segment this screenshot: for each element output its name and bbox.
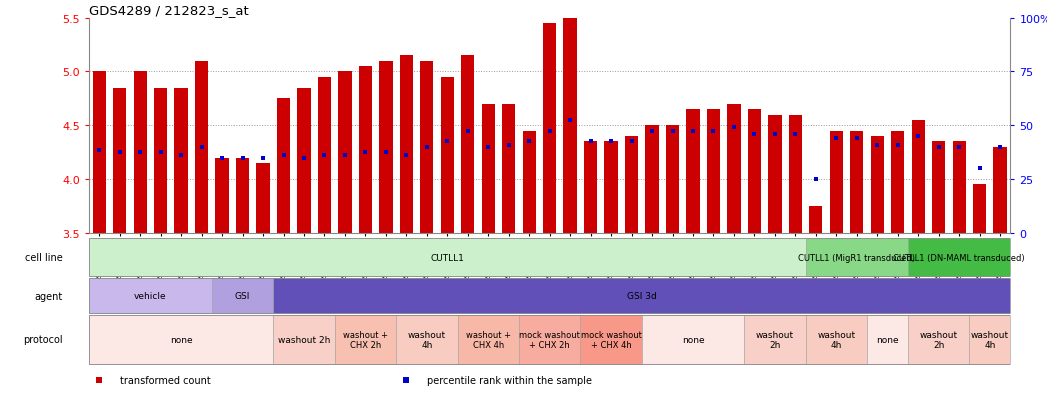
Bar: [89, 239, 1010, 277]
Bar: [973, 185, 986, 233]
Bar: [379, 62, 393, 233]
Text: GSI 3d: GSI 3d: [627, 291, 656, 300]
Bar: [89, 239, 805, 277]
Bar: [134, 72, 147, 233]
Bar: [744, 315, 805, 364]
Bar: [584, 142, 597, 233]
Bar: [707, 110, 720, 233]
Bar: [154, 88, 168, 233]
Bar: [458, 315, 519, 364]
Bar: [728, 104, 740, 233]
Bar: [809, 206, 823, 233]
Text: percentile rank within the sample: percentile rank within the sample: [427, 375, 592, 385]
Bar: [829, 131, 843, 233]
Text: washout
2h: washout 2h: [919, 330, 958, 349]
Bar: [519, 315, 580, 364]
Text: washout +
CHX 2h: washout + CHX 2h: [343, 330, 387, 349]
Bar: [195, 62, 208, 233]
Bar: [420, 62, 433, 233]
Text: washout
4h: washout 4h: [818, 330, 855, 349]
Bar: [216, 158, 228, 233]
Text: CUTLL1: CUTLL1: [430, 253, 464, 262]
Bar: [953, 142, 965, 233]
Text: washout
4h: washout 4h: [971, 330, 1009, 349]
Bar: [642, 315, 744, 364]
Bar: [850, 131, 864, 233]
Bar: [970, 315, 1010, 364]
Bar: [503, 104, 515, 233]
Text: washout 2h: washout 2h: [277, 335, 330, 344]
Bar: [400, 56, 413, 233]
Bar: [482, 104, 495, 233]
Bar: [297, 88, 311, 233]
Bar: [359, 67, 372, 233]
Bar: [89, 278, 1010, 313]
Text: GSI: GSI: [235, 291, 250, 300]
Bar: [563, 19, 577, 233]
Bar: [788, 115, 802, 233]
Bar: [867, 315, 908, 364]
Bar: [396, 315, 458, 364]
Bar: [89, 278, 211, 313]
Bar: [276, 99, 290, 233]
Bar: [871, 137, 884, 233]
Text: cell line: cell line: [25, 253, 63, 263]
Bar: [441, 78, 454, 233]
Bar: [580, 315, 642, 364]
Bar: [625, 137, 639, 233]
Bar: [236, 158, 249, 233]
Text: none: none: [682, 335, 705, 344]
Text: vehicle: vehicle: [134, 291, 166, 300]
Text: washout +
CHX 4h: washout + CHX 4h: [466, 330, 511, 349]
Bar: [908, 239, 1010, 277]
Text: washout
4h: washout 4h: [407, 330, 446, 349]
Bar: [912, 121, 925, 233]
Text: protocol: protocol: [23, 335, 63, 344]
Bar: [273, 315, 335, 364]
Bar: [113, 88, 127, 233]
Bar: [805, 239, 908, 277]
Bar: [994, 147, 1007, 233]
Bar: [318, 78, 331, 233]
Bar: [768, 115, 781, 233]
Bar: [805, 315, 867, 364]
Text: CUTLL1 (DN-MAML transduced): CUTLL1 (DN-MAML transduced): [893, 253, 1025, 262]
Bar: [273, 278, 1010, 313]
Text: none: none: [170, 335, 193, 344]
Bar: [335, 315, 396, 364]
Text: mock washout
+ CHX 4h: mock washout + CHX 4h: [581, 330, 642, 349]
Text: agent: agent: [35, 291, 63, 301]
Bar: [604, 142, 618, 233]
Text: mock washout
+ CHX 2h: mock washout + CHX 2h: [519, 330, 580, 349]
Bar: [891, 131, 905, 233]
Bar: [645, 126, 659, 233]
Text: washout
2h: washout 2h: [756, 330, 794, 349]
Bar: [666, 126, 680, 233]
Bar: [932, 142, 945, 233]
Bar: [175, 88, 187, 233]
Text: CUTLL1 (MigR1 transduced): CUTLL1 (MigR1 transduced): [798, 253, 915, 262]
Text: GDS4289 / 212823_s_at: GDS4289 / 212823_s_at: [89, 5, 249, 17]
Bar: [543, 24, 556, 233]
Bar: [522, 131, 536, 233]
Bar: [908, 315, 970, 364]
Bar: [89, 315, 273, 364]
Bar: [257, 164, 270, 233]
Bar: [92, 72, 106, 233]
Bar: [338, 72, 352, 233]
Bar: [748, 110, 761, 233]
Bar: [211, 278, 273, 313]
Text: none: none: [876, 335, 898, 344]
Text: transformed count: transformed count: [119, 375, 210, 385]
Bar: [687, 110, 699, 233]
Bar: [89, 315, 1010, 364]
Bar: [461, 56, 474, 233]
